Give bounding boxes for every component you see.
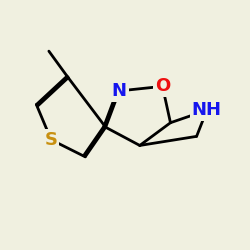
Text: N: N [112, 82, 127, 100]
Text: NH: NH [192, 101, 222, 119]
Text: O: O [155, 77, 170, 95]
Text: S: S [45, 131, 58, 149]
